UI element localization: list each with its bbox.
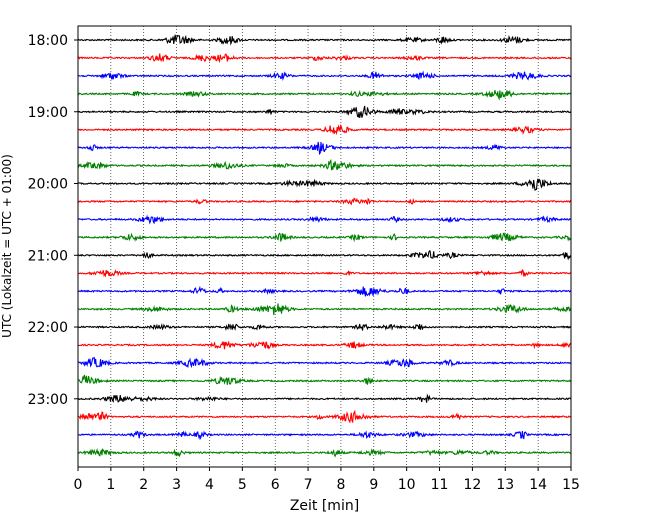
seismic-trace-1815	[77, 53, 572, 63]
y-axis-label: UTC (Lokalzeit = UTC + 01:00)	[0, 154, 14, 338]
x-tick-label: 5	[238, 477, 247, 493]
seismic-trace-2315	[77, 409, 572, 424]
plot-frame	[77, 25, 572, 468]
x-tick-label: 12	[463, 477, 481, 493]
y-tick-label: 19:00	[28, 105, 68, 121]
x-tick-label: 8	[336, 477, 345, 493]
x-tick-label: 0	[74, 477, 83, 493]
y-tick-label: 21:00	[28, 248, 68, 264]
x-tick-label: 14	[529, 477, 547, 493]
x-tick-label: 10	[398, 477, 416, 493]
seismic-trace-2145	[77, 303, 572, 315]
seismic-trace-2245	[77, 374, 572, 386]
seismic-trace-2200	[77, 323, 572, 332]
y-axis-ticks: 18:00 19:00 20:00 21:00 22:00 23:00	[28, 33, 78, 408]
x-tick-label: 6	[271, 477, 280, 493]
seismic-trace-2330	[78, 430, 572, 441]
seismic-trace-1900	[77, 105, 572, 118]
x-tick-label: 4	[205, 477, 214, 493]
x-tick-label: 11	[431, 477, 449, 493]
x-tick-label: 1	[106, 477, 115, 493]
seismic-traces	[77, 34, 572, 458]
seismic-trace-2130	[77, 285, 572, 297]
seismic-trace-1845	[77, 89, 572, 101]
seismic-trace-2230	[77, 356, 572, 369]
seismic-trace-2000	[77, 178, 572, 192]
seismic-trace-2115	[77, 269, 572, 278]
seismic-trace-2100	[77, 250, 572, 261]
seismic-trace-2215	[77, 340, 572, 350]
seismic-trace-2345	[77, 448, 572, 458]
y-tick-label: 22:00	[28, 320, 68, 336]
seismic-trace-1915	[77, 123, 572, 136]
x-tick-label: 2	[139, 477, 148, 493]
seismic-trace-2030	[77, 214, 572, 225]
seismic-trace-2045	[77, 232, 572, 243]
seismic-trace-1830	[77, 70, 572, 81]
x-tick-label: 3	[172, 477, 181, 493]
x-axis-label: Zeit [min]	[290, 498, 359, 514]
y-tick-label: 18:00	[28, 33, 68, 49]
y-tick-label: 20:00	[28, 177, 68, 193]
x-tick-label: 13	[496, 477, 514, 493]
x-tick-label: 9	[369, 477, 378, 493]
seismic-trace-1800	[77, 34, 572, 46]
x-tick-label: 15	[562, 477, 580, 493]
seismic-trace-2015	[77, 197, 572, 206]
y-tick-label: 23:00	[28, 392, 68, 408]
seismic-trace-2300	[77, 393, 572, 403]
seismic-trace-1945	[77, 158, 572, 171]
seismic-trace-1930	[77, 141, 572, 156]
x-tick-label: 7	[304, 477, 313, 493]
x-axis-ticks: 0 1 2 3 4 5 6 7 8 9 10 11 12 13 14 15	[74, 467, 580, 493]
